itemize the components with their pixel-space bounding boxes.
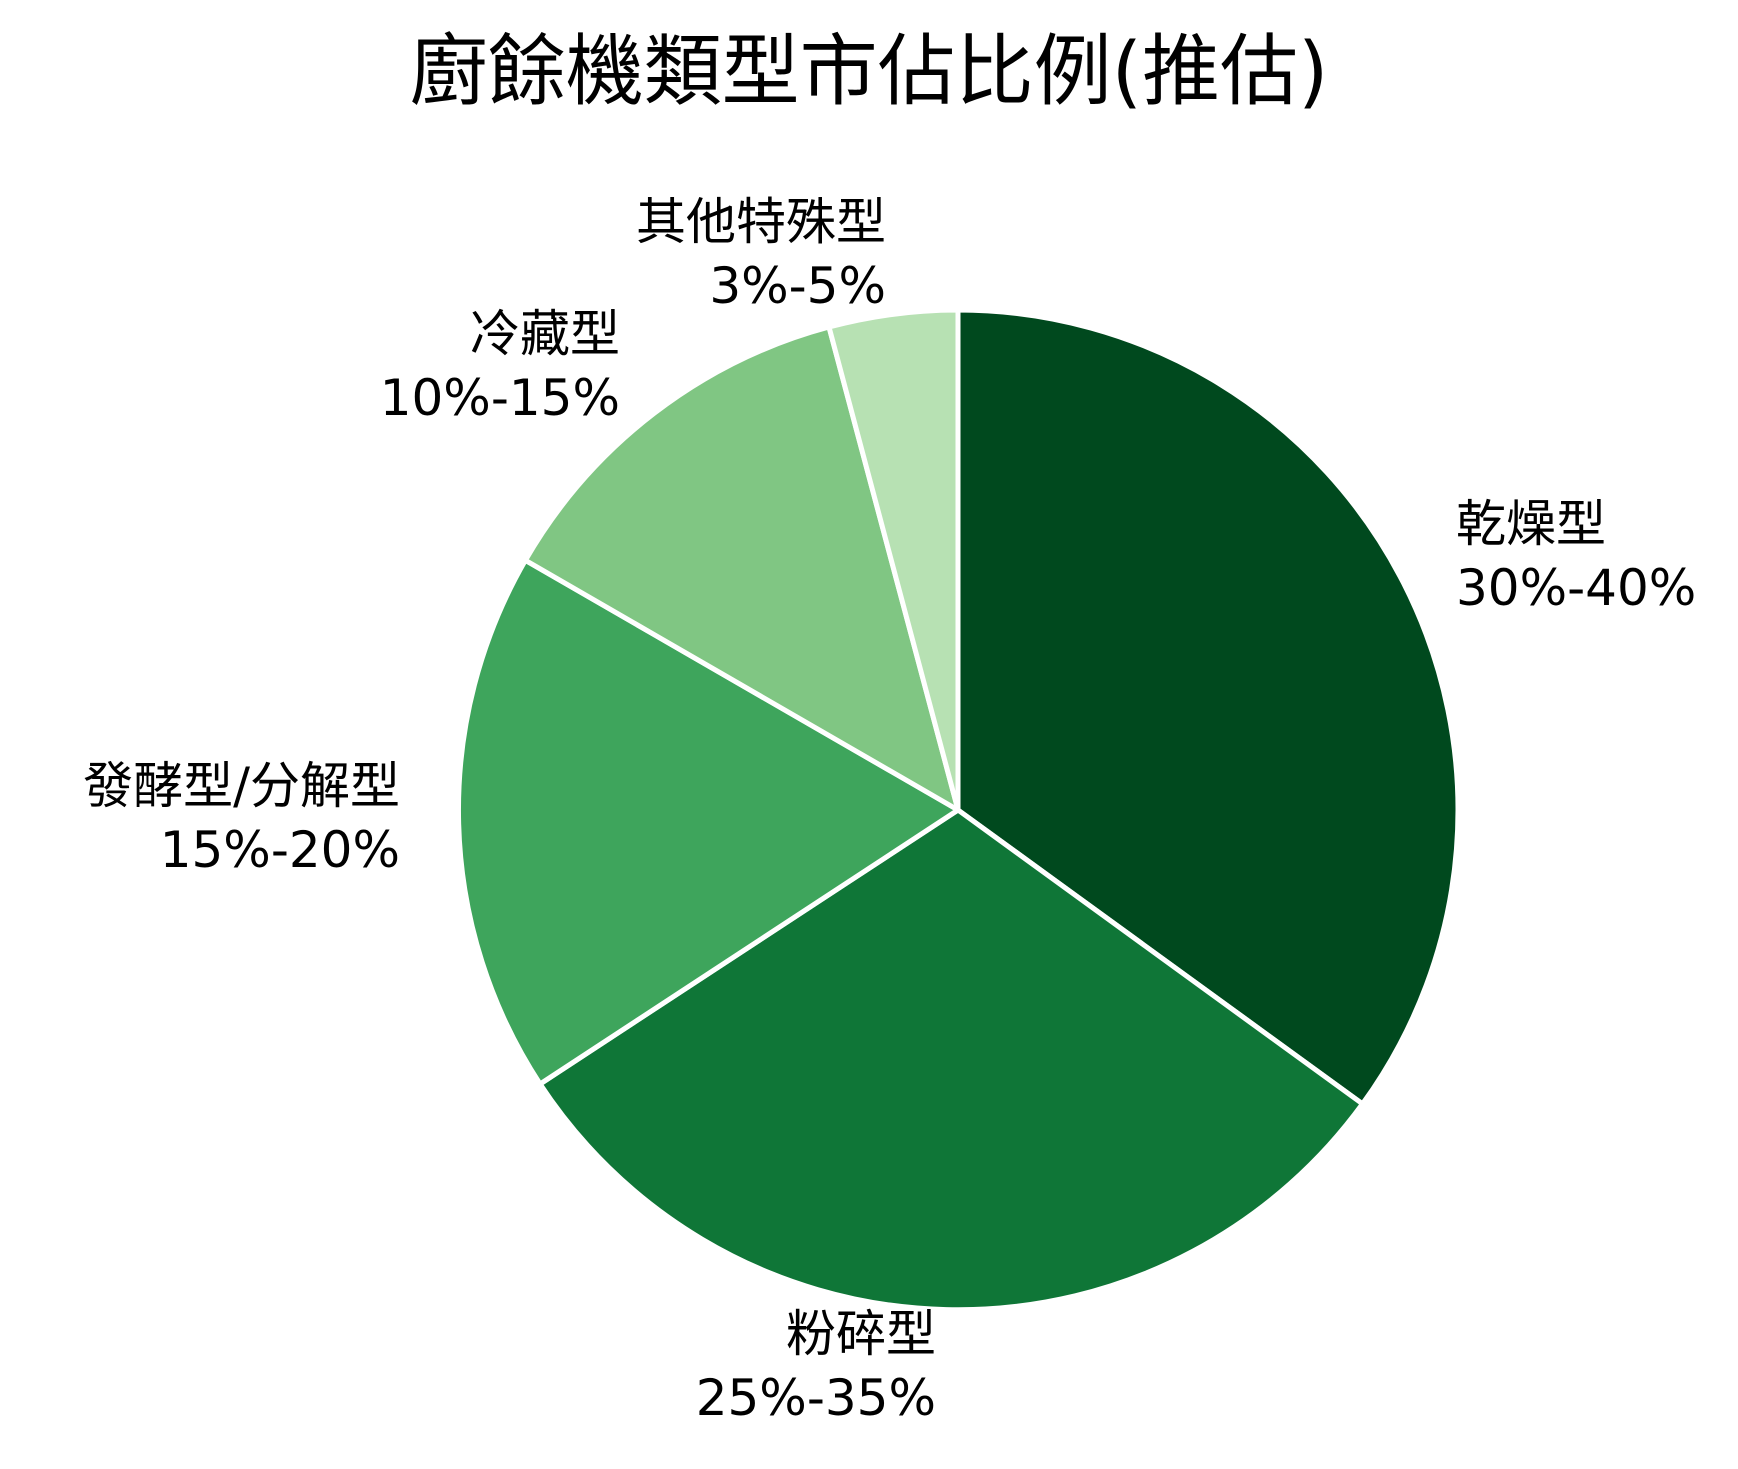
slice-grind [537,807,1365,1313]
label-ferment-range: 15%-20% [159,821,400,879]
slice-ferment [455,557,961,1087]
slice-dry [955,307,1461,1107]
label-other: 其他特殊型 3%-5% [636,190,886,318]
label-dry-name: 乾燥型 [1456,495,1606,553]
label-ferment: 發酵型/分解型 15%-20% [83,754,400,882]
label-grind-range: 25%-35% [695,1369,936,1427]
label-fridge-name: 冷藏型 [470,305,620,363]
chart-title: 廚餘機類型市佔比例(推估) [409,27,1329,117]
label-other-name: 其他特殊型 [636,193,886,251]
label-dry-range: 30%-40% [1456,559,1697,617]
label-other-range: 3%-5% [709,257,886,315]
slice-other [826,307,961,813]
label-fridge-range: 10%-15% [379,369,620,427]
label-dry: 乾燥型 30%-40% [1456,492,1696,620]
label-fridge: 冷藏型 10%-15% [380,302,620,430]
label-grind: 粉碎型 25%-35% [696,1302,936,1430]
slice-fridge [522,324,961,813]
label-grind-name: 粉碎型 [786,1305,936,1363]
label-ferment-name: 發酵型/分解型 [83,757,400,815]
